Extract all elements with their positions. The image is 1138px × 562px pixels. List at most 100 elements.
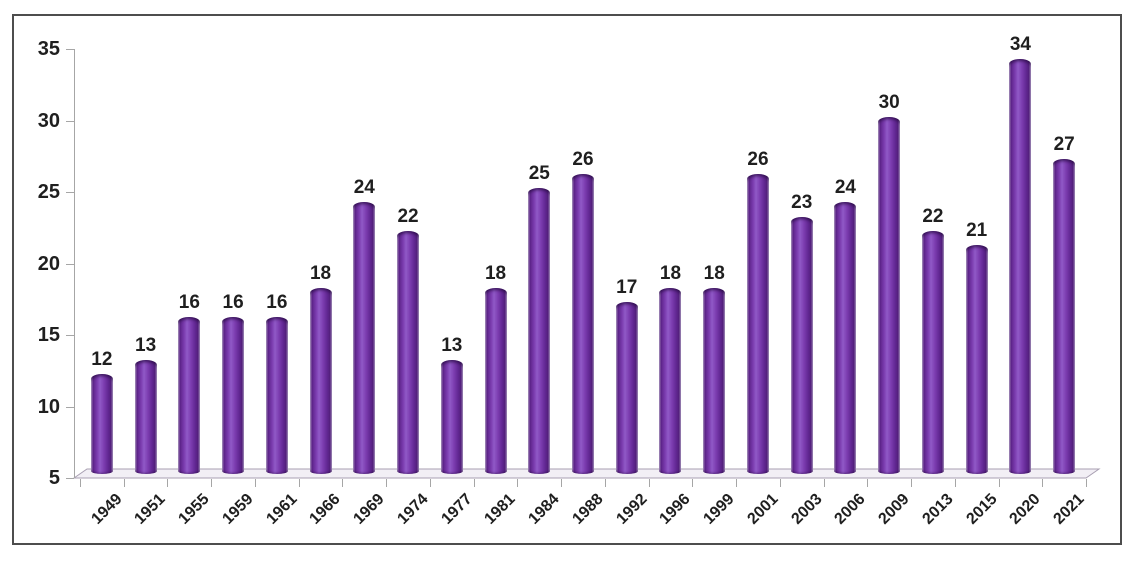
bar-value-label: 34 [1009, 34, 1031, 56]
bar-value-label: 18 [484, 263, 507, 285]
y-axis-tick [66, 192, 74, 193]
x-axis-tick [561, 479, 563, 487]
x-axis-category-label: 2001 [744, 490, 782, 528]
y-axis-tick [66, 478, 74, 479]
bar-value-label: 23 [791, 191, 813, 213]
bar-2020 [1009, 59, 1032, 474]
y-axis-tick-label: 35 [37, 38, 60, 60]
bar-1955 [178, 316, 201, 474]
x-axis-category-label: 2003 [788, 490, 826, 528]
bar-value-label: 16 [178, 291, 200, 313]
x-axis-category-label: 1988 [569, 490, 607, 528]
x-axis-category-label: 1992 [613, 490, 651, 528]
bar-value-label: 22 [922, 205, 944, 227]
x-axis-tick [1042, 479, 1044, 487]
x-axis-category-label: 1969 [350, 490, 388, 528]
x-axis-category-label: 2020 [1006, 490, 1044, 528]
bar-value-label: 30 [878, 91, 900, 113]
x-axis-tick [604, 479, 606, 487]
bar-1961 [265, 316, 288, 474]
x-axis-category-label: 1966 [306, 490, 345, 528]
bar-value-label: 21 [966, 220, 988, 242]
bar-1949 [90, 373, 113, 474]
x-axis-category-label: 2015 [962, 490, 1001, 528]
y-axis-tick-label: 15 [37, 324, 60, 346]
x-axis-tick [342, 479, 344, 487]
bar-1999 [703, 288, 726, 474]
x-axis-category-label: 1999 [700, 490, 738, 528]
x-axis-category-label: 2013 [919, 490, 957, 528]
x-axis-tick [954, 479, 956, 487]
x-axis-tick [648, 479, 650, 487]
bar-value-label: 16 [266, 291, 288, 313]
x-axis-category-label: 1949 [88, 490, 126, 528]
y-axis-tick-label: 20 [37, 252, 60, 275]
bar-1992 [615, 302, 638, 474]
bar-value-label: 26 [572, 148, 594, 170]
y-axis-tick-label: 30 [37, 109, 60, 132]
bar-1988 [572, 173, 594, 474]
x-axis-tick [123, 479, 125, 487]
y-axis-tick-label: 10 [37, 395, 60, 418]
x-axis-tick [736, 479, 738, 487]
x-axis-category-label: 1955 [175, 490, 213, 528]
x-axis-category-label: 2021 [1050, 490, 1088, 528]
y-axis-tick [66, 263, 74, 265]
y-axis-tick [66, 49, 74, 50]
x-axis-tick [779, 479, 781, 487]
x-axis-category-label: 1996 [656, 490, 695, 528]
y-axis-tick [66, 406, 74, 408]
x-axis-category-label: 1974 [394, 490, 432, 528]
bar-value-label: 17 [616, 277, 638, 299]
bar-2009 [878, 116, 901, 474]
x-axis-tick [80, 479, 81, 487]
bar-2021 [1053, 159, 1076, 474]
x-axis-tick [211, 479, 213, 487]
bar-value-label: 22 [397, 205, 419, 227]
bar-value-label: 18 [703, 263, 725, 285]
x-axis-tick [386, 479, 388, 487]
x-axis-tick [867, 479, 869, 487]
x-axis-tick [911, 479, 913, 487]
bar-value-label: 13 [441, 334, 463, 356]
x-axis-tick [254, 479, 256, 487]
x-axis-category-label: 1951 [131, 490, 170, 528]
bar-2003 [790, 216, 813, 474]
bar-value-label: 27 [1053, 134, 1075, 156]
bar-1951 [134, 359, 157, 474]
x-axis-category-label: 1961 [263, 490, 301, 528]
x-axis-tick [473, 479, 475, 487]
chart-frame: 5 10 15 20 25 30 35 12 1949 13 1951 16 1955 16 1959 16 1… [12, 14, 1122, 545]
bar-2001 [746, 173, 769, 474]
y-axis-tick [66, 335, 74, 336]
bar-value-label: 16 [222, 291, 244, 313]
x-axis-tick [298, 479, 300, 487]
x-axis-category-label: 1959 [219, 490, 257, 528]
x-axis-tick [429, 479, 431, 487]
bar-value-label: 12 [91, 348, 113, 370]
x-axis-category-label: 1977 [438, 490, 476, 528]
bar-value-label: 25 [528, 163, 550, 184]
x-axis-category-label: 2009 [875, 490, 913, 528]
bar-value-label: 26 [747, 148, 769, 170]
bar-2006 [834, 202, 857, 474]
bar-value-label: 24 [353, 177, 375, 199]
x-axis-tick [167, 479, 169, 487]
bar-1984 [528, 188, 551, 474]
bar-1977 [440, 359, 463, 474]
y-axis-tick-label: 5 [48, 467, 60, 489]
x-axis-tick [1086, 479, 1088, 487]
y-axis-tick-label: 25 [37, 181, 60, 203]
y-axis-tick [66, 120, 74, 122]
x-axis-tick [692, 479, 694, 487]
bar-value-label: 18 [309, 263, 332, 285]
bar-2015 [965, 245, 988, 474]
y-axis-line [74, 49, 75, 478]
bar-1959 [222, 316, 245, 474]
x-axis-tick [823, 479, 825, 487]
plot-area: 5 10 15 20 25 30 35 12 1949 13 1951 16 1955 16 1959 16 1… [14, 16, 1120, 543]
bar-value-label: 13 [135, 334, 157, 356]
x-axis-category-label: 1984 [525, 490, 563, 528]
x-axis-category-label: 1981 [481, 490, 520, 528]
